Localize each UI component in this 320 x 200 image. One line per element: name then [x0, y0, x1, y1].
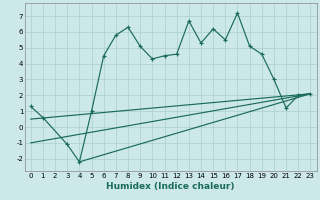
X-axis label: Humidex (Indice chaleur): Humidex (Indice chaleur)	[106, 182, 235, 191]
